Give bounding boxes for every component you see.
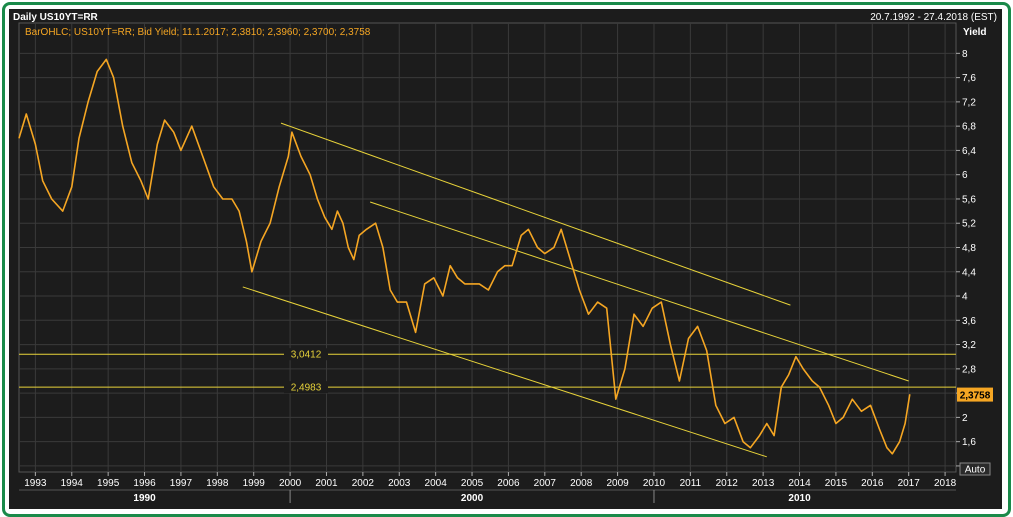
x-tick-label: 2018 <box>934 478 957 489</box>
decade-label: 2000 <box>461 493 484 504</box>
legend-line: BarOHLC; US10YT=RR; Bid Yield; 11.1.2017… <box>25 27 371 38</box>
y-tick-label: 1,6 <box>962 437 976 448</box>
y-tick-label: 2,8 <box>962 364 976 375</box>
y-tick-label: 6,4 <box>962 146 976 157</box>
last-value-badge <box>957 387 993 402</box>
level-label: 2,4983 <box>291 383 322 394</box>
x-tick-label: 2003 <box>388 478 411 489</box>
x-tick-label: 1994 <box>61 478 84 489</box>
y-tick-label: 3,6 <box>962 316 976 327</box>
x-tick-label: 2004 <box>425 478 448 489</box>
grid <box>18 22 957 473</box>
y-tick-label: 5,2 <box>962 219 976 230</box>
trend-line <box>369 201 909 382</box>
x-tick-label: 2005 <box>461 478 484 489</box>
y-tick-label: 6,8 <box>962 122 976 133</box>
x-tick-label: 2006 <box>497 478 520 489</box>
x-tick-label: 2008 <box>570 478 593 489</box>
yield-line <box>18 58 911 455</box>
x-tick-label: 2012 <box>716 478 739 489</box>
auto-button[interactable]: Auto <box>959 462 991 476</box>
horizontal-levels: 3,0412 2,4983 <box>19 348 956 394</box>
auto-button-label: Auto <box>965 465 986 476</box>
y-tick-label: 4 <box>962 292 968 303</box>
x-axis: 1993 1994 1995 1996 1997 1998 1999 2000 2001 2002… <box>19 472 957 504</box>
x-tick-label: 2017 <box>898 478 921 489</box>
y-tick-label: 6 <box>962 170 968 181</box>
chart-panel: 3,0412 2,4983 8 7,6 7,2 6,8 6,4 6 5,6 5,2 4,8 4,4 4… <box>9 9 1002 509</box>
x-tick-label: 2000 <box>279 478 302 489</box>
y-axis: 87,67,26,86,465,65,24,84,443,63,22,82,42… <box>956 49 993 472</box>
chart: 3,0412 2,4983 8 7,6 7,2 6,8 6,4 6 5,6 5,2 4,8 4,4 4… <box>13 12 997 504</box>
level-label-bg <box>284 348 328 361</box>
x-tick-label: 1996 <box>133 478 156 489</box>
date-range: 20.7.1992 - 27.4.2018 (EST) <box>870 12 997 23</box>
x-tick-label: 2011 <box>680 478 702 489</box>
trend-lines <box>242 122 909 458</box>
x-tick-label: 1997 <box>170 478 193 489</box>
y-tick-label: 4,8 <box>962 243 976 254</box>
level-label-bg <box>284 381 328 394</box>
chart-title: Daily US10YT=RR <box>13 12 99 23</box>
price-series <box>18 58 911 455</box>
x-tick-label: 2015 <box>825 478 848 489</box>
x-tick-label: 2010 <box>643 478 666 489</box>
y-tick-label: 7,6 <box>962 73 976 84</box>
decade-label: 2010 <box>788 493 811 504</box>
y-tick-label: 2 <box>962 413 968 424</box>
x-tick-label: 2013 <box>752 478 775 489</box>
x-tick-label: 1993 <box>24 478 47 489</box>
x-tick-label: 1998 <box>206 478 229 489</box>
x-tick-label: 2007 <box>534 478 557 489</box>
y-tick-label: 8 <box>962 49 968 60</box>
y-tick-label: 5,6 <box>962 194 976 205</box>
trend-line <box>280 122 791 306</box>
x-tick-label: 2014 <box>788 478 811 489</box>
y-tick-label: 3,2 <box>962 340 976 351</box>
x-tick-label: 1999 <box>243 478 266 489</box>
decade-label: 1990 <box>133 493 156 504</box>
x-tick-label: 2016 <box>861 478 884 489</box>
last-value-label: 2,3758 <box>960 391 991 402</box>
x-tick-label: 2001 <box>315 478 338 489</box>
level-label: 3,0412 <box>291 350 322 361</box>
trend-line <box>242 286 767 458</box>
y-tick-label: 4,4 <box>962 267 976 278</box>
x-tick-label: 2009 <box>606 478 629 489</box>
x-tick-label: 1995 <box>97 478 120 489</box>
y-axis-label: Yield <box>963 27 987 38</box>
x-tick-label: 2002 <box>352 478 375 489</box>
y-tick-label: 7,2 <box>962 97 976 108</box>
